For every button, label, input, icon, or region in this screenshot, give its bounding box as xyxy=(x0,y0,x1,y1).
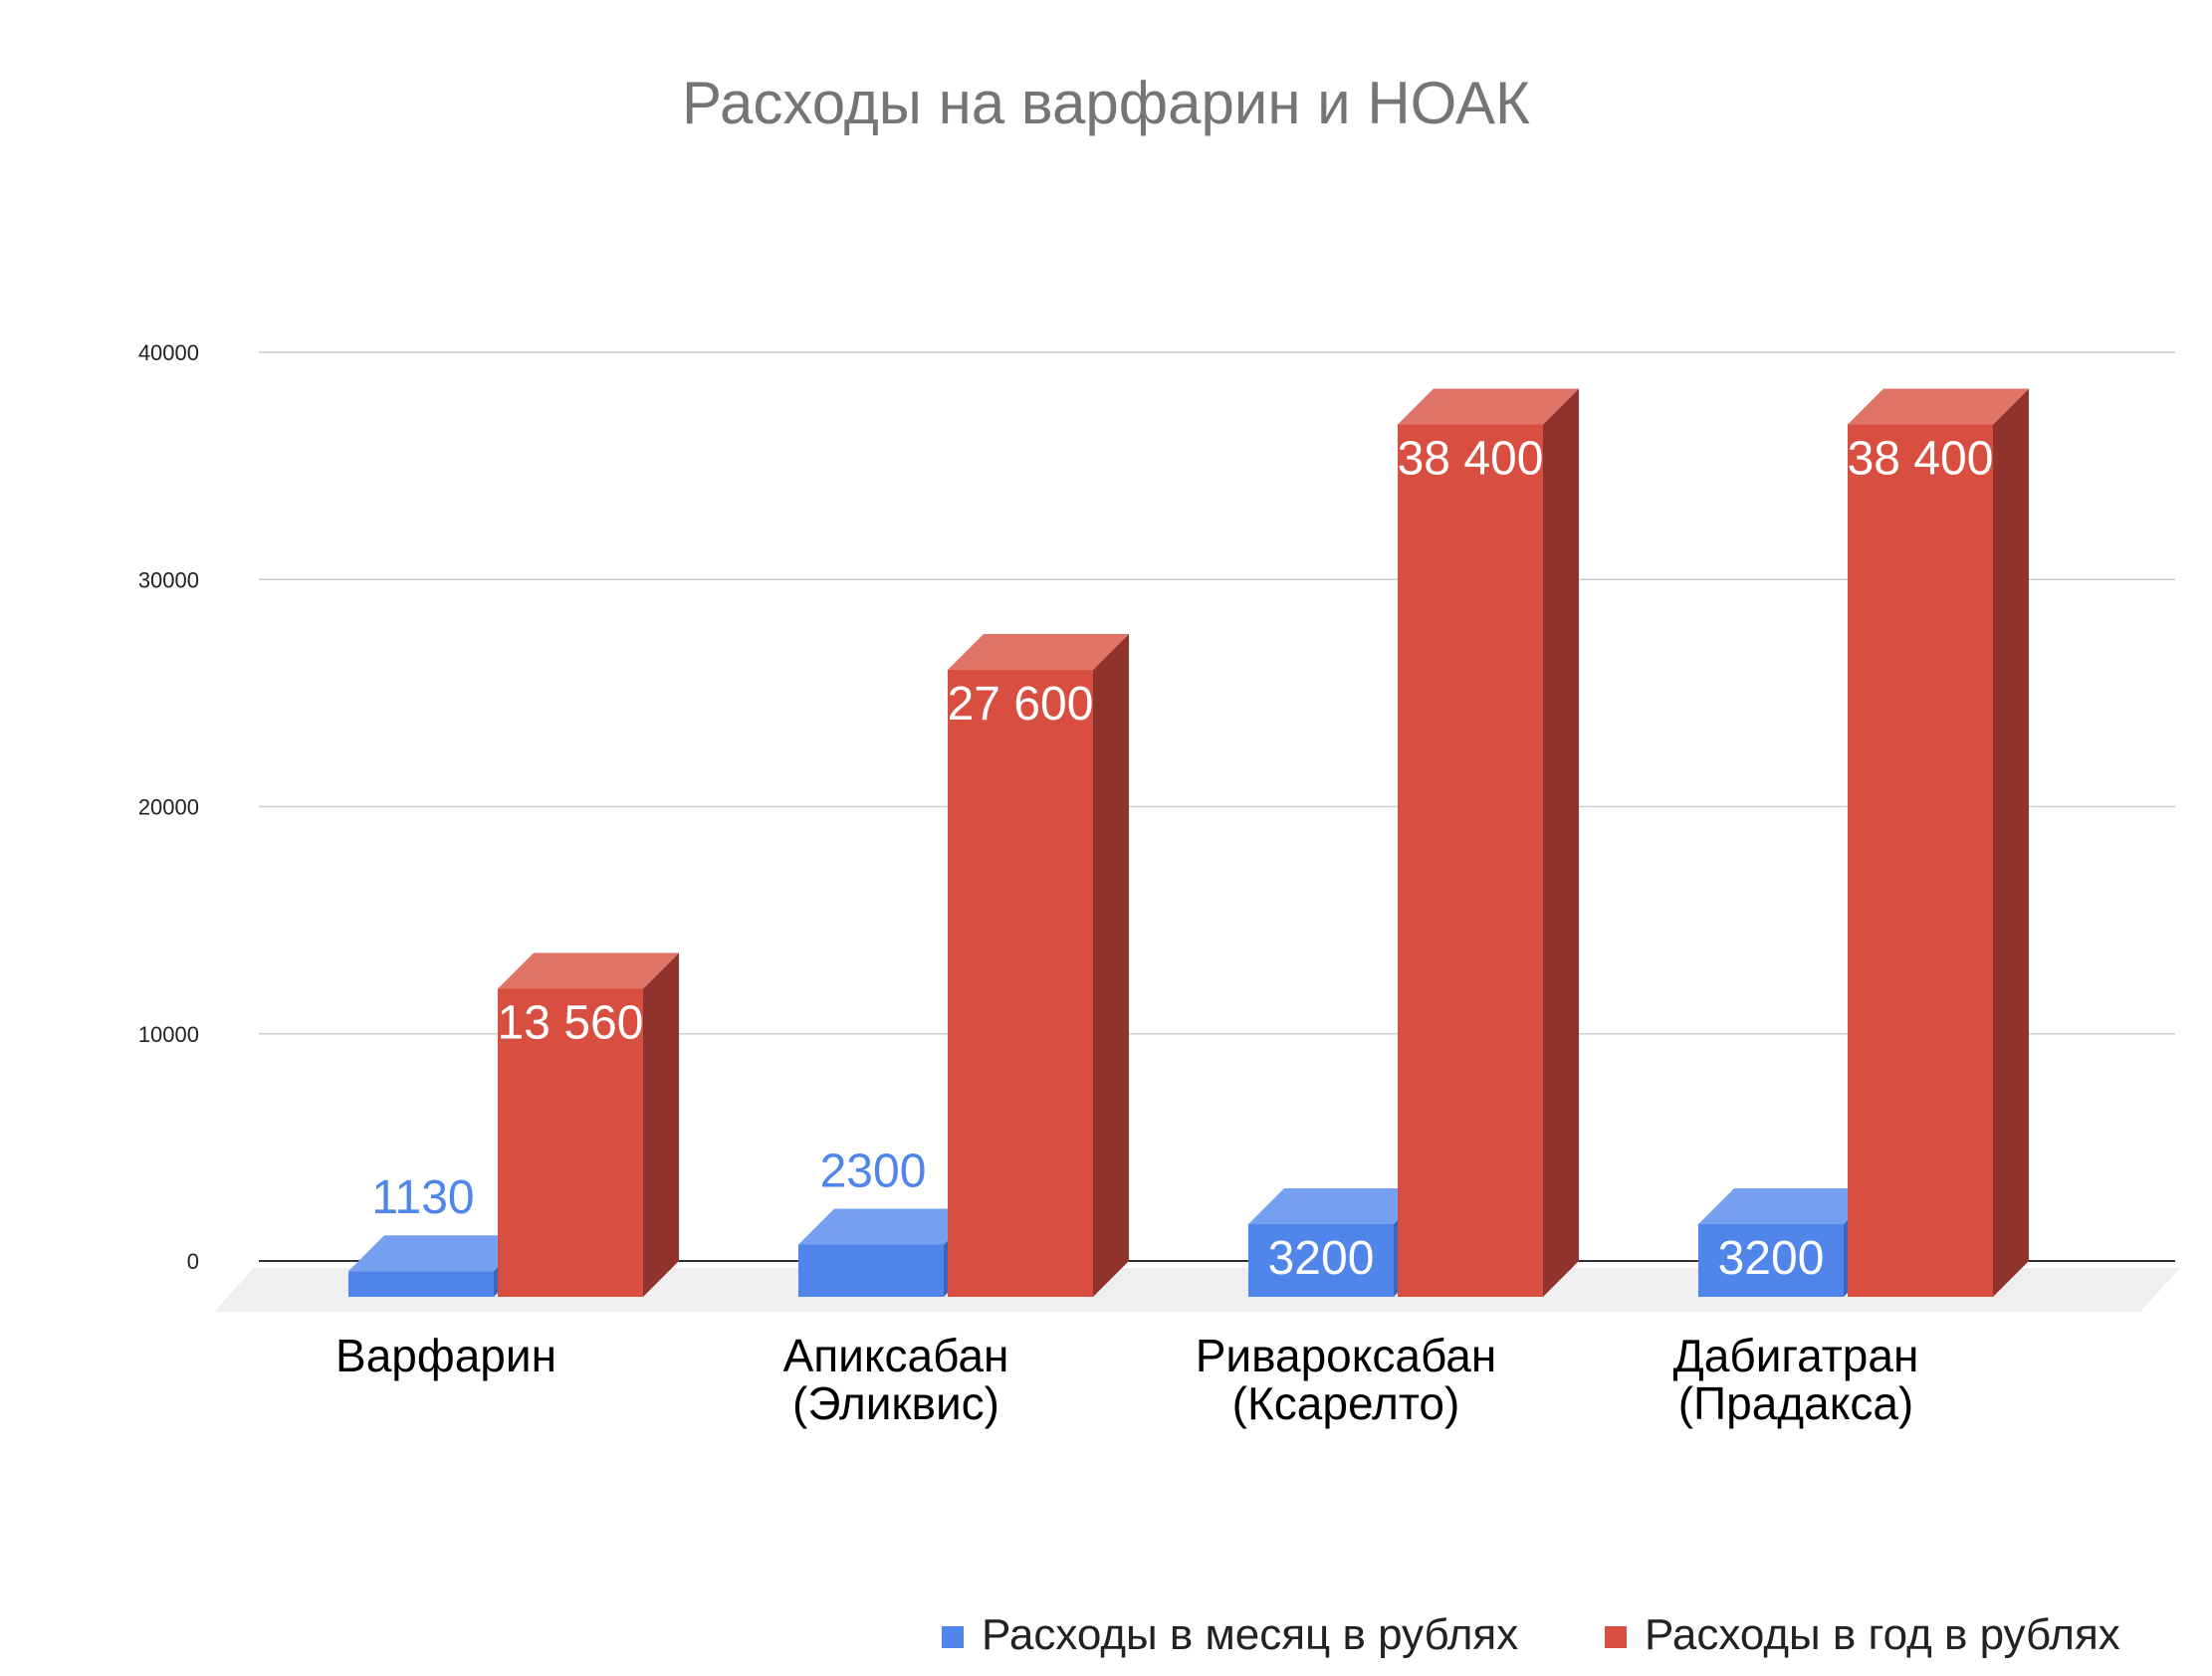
y-tick-label: 0 xyxy=(187,1249,199,1274)
data-label: 3200 xyxy=(1718,1232,1825,1285)
bar-side xyxy=(643,952,679,1297)
data-label: 27 600 xyxy=(948,678,1094,731)
y-tick-label: 10000 xyxy=(138,1022,199,1047)
bar-top xyxy=(1248,1187,1430,1224)
bar-top xyxy=(1698,1187,1880,1224)
category-label: (Эликвис) xyxy=(792,1377,999,1429)
bar-top xyxy=(1398,388,1579,425)
bar xyxy=(1248,1223,1394,1297)
data-label: 2300 xyxy=(820,1146,927,1198)
chart-floor-plane xyxy=(214,1268,2180,1312)
bar-top xyxy=(348,1235,530,1272)
bars xyxy=(348,388,2029,1297)
category-label: (Ксарелто) xyxy=(1232,1377,1460,1429)
chart-title: Расходы на варфарин и НОАК xyxy=(682,70,1530,136)
bar-top xyxy=(498,952,679,989)
bar xyxy=(1398,424,1543,1297)
legend-label: Расходы в год в рублях xyxy=(1645,1610,2120,1659)
data-label: 3200 xyxy=(1268,1232,1375,1285)
y-tick-label: 40000 xyxy=(138,340,199,365)
bar-side xyxy=(1543,388,1579,1297)
legend-label: Расходы в месяц в рублях xyxy=(982,1610,1518,1659)
bar-side xyxy=(1993,388,2029,1297)
data-label: 38 400 xyxy=(1398,433,1544,486)
category-labels: Варфарин Апиксабан(Эликвис) Ривароксабан(К… xyxy=(335,1330,1918,1429)
y-tick-label: 20000 xyxy=(138,795,199,820)
data-label: 38 400 xyxy=(1848,433,1994,486)
bar-top xyxy=(1848,388,2029,425)
bar xyxy=(348,1271,494,1297)
bar-top xyxy=(948,634,1129,671)
category-label: Дабигатран xyxy=(1673,1330,1919,1381)
bar xyxy=(798,1244,944,1297)
y-axis-ticks: 0 10000 20000 30000 40000 xyxy=(138,340,199,1274)
legend-swatch xyxy=(1605,1626,1627,1648)
bar xyxy=(1698,1223,1844,1297)
category-label: (Прадакса) xyxy=(1678,1377,1914,1429)
bar-side xyxy=(1093,634,1129,1297)
legend-swatch xyxy=(942,1626,964,1648)
category-label: Апиксабан xyxy=(783,1330,1009,1381)
legend: Расходы в месяц в рублях Расходы в год в … xyxy=(942,1610,2120,1659)
category-label: Варфарин xyxy=(335,1330,556,1381)
bar xyxy=(1848,424,1993,1297)
data-labels: 1130 13 560 2300 27 600 3200 38 400 3200 38 400 xyxy=(371,433,1993,1285)
data-label: 1130 xyxy=(371,1171,474,1224)
category-label: Ривароксабан xyxy=(1196,1330,1497,1381)
data-label: 13 560 xyxy=(498,996,644,1049)
bar-top xyxy=(798,1208,980,1245)
bar xyxy=(948,670,1093,1297)
bar xyxy=(498,988,643,1297)
y-tick-label: 30000 xyxy=(138,567,199,592)
